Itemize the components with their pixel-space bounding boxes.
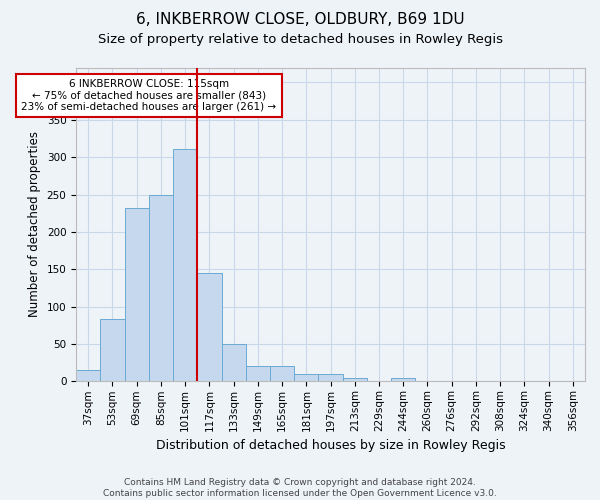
Text: Size of property relative to detached houses in Rowley Regis: Size of property relative to detached ho… xyxy=(97,32,503,46)
Bar xyxy=(125,208,149,382)
Text: 6, INKBERROW CLOSE, OLDBURY, B69 1DU: 6, INKBERROW CLOSE, OLDBURY, B69 1DU xyxy=(136,12,464,28)
Bar xyxy=(246,366,270,382)
X-axis label: Distribution of detached houses by size in Rowley Regis: Distribution of detached houses by size … xyxy=(156,440,505,452)
Bar xyxy=(149,194,173,382)
Bar xyxy=(343,378,367,382)
Bar xyxy=(294,374,319,382)
Bar xyxy=(173,149,197,382)
Bar xyxy=(197,273,221,382)
Y-axis label: Number of detached properties: Number of detached properties xyxy=(28,132,41,318)
Bar xyxy=(221,344,246,382)
Bar xyxy=(319,374,343,382)
Bar xyxy=(391,378,415,382)
Text: 6 INKBERROW CLOSE: 115sqm
← 75% of detached houses are smaller (843)
23% of semi: 6 INKBERROW CLOSE: 115sqm ← 75% of detac… xyxy=(21,78,277,112)
Bar xyxy=(76,370,100,382)
Bar xyxy=(100,320,125,382)
Bar xyxy=(270,366,294,382)
Text: Contains HM Land Registry data © Crown copyright and database right 2024.
Contai: Contains HM Land Registry data © Crown c… xyxy=(103,478,497,498)
